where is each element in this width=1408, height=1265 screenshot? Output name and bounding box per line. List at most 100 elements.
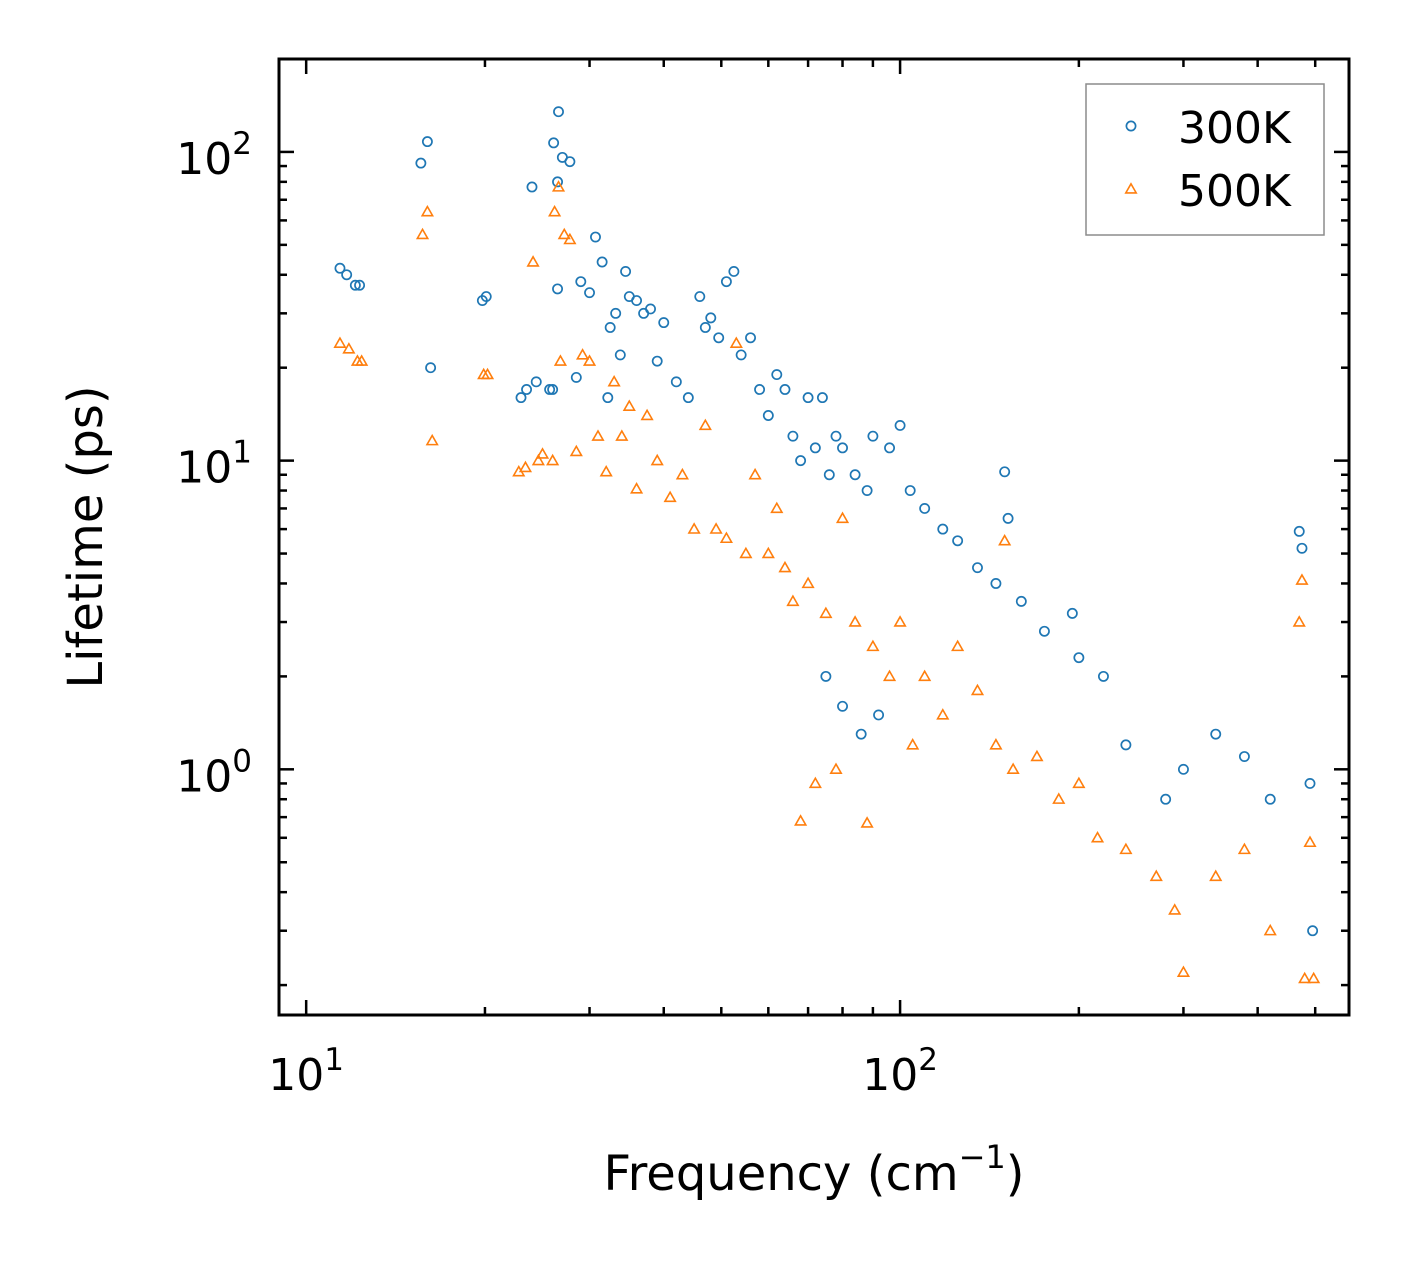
data-point-500K <box>551 180 566 192</box>
data-point-500K <box>531 453 545 466</box>
data-point-500K <box>709 522 723 534</box>
data-point-500K <box>415 227 430 240</box>
data-point-300K <box>754 384 766 395</box>
data-point-500K <box>848 615 862 627</box>
data-point-300K <box>526 181 538 193</box>
data-point-300K <box>745 332 756 344</box>
data-point-300K <box>820 670 832 682</box>
data-point-500K <box>808 776 822 789</box>
data-point-300K <box>596 256 608 268</box>
y-axis-label: Lifetime (ps) <box>58 385 114 688</box>
data-point-500K <box>1307 971 1321 984</box>
data-point-300K <box>1210 728 1222 740</box>
data-point-300K <box>421 136 433 148</box>
data-point-500K <box>819 606 833 619</box>
data-point-300K <box>602 392 614 404</box>
data-point-500K <box>333 336 347 348</box>
data-point-300K <box>728 266 740 277</box>
data-point-500K <box>698 418 712 431</box>
data-point-300K <box>682 392 694 404</box>
data-point-500K <box>1006 762 1020 775</box>
data-point-300K <box>837 700 848 712</box>
y-tick-label-100: 102 <box>176 126 252 185</box>
data-point-300K <box>604 322 616 333</box>
data-point-500K <box>729 336 743 348</box>
legend-marker-500k <box>1124 182 1138 194</box>
legend-label-500k: 500K <box>1178 166 1292 217</box>
data-point-500K <box>355 354 369 366</box>
data-point-300K <box>1264 793 1276 805</box>
data-point-300K <box>1097 670 1109 682</box>
data-point-500K <box>951 639 965 652</box>
data-point-300K <box>1304 777 1316 789</box>
data-point-500K <box>615 429 629 441</box>
data-point-500K <box>1119 842 1133 855</box>
data-point-500K <box>970 683 985 696</box>
data-point-300K <box>823 469 835 481</box>
data-point-500K <box>582 354 597 366</box>
data-point-500K <box>835 511 850 524</box>
legend-box <box>1085 83 1325 236</box>
data-point-300K <box>1120 739 1132 751</box>
data-point-300K <box>779 384 791 395</box>
data-point-500K <box>546 453 560 466</box>
data-point-300K <box>713 332 725 344</box>
data-point-300K <box>521 384 533 395</box>
data-point-500K <box>548 204 562 217</box>
data-point-300K <box>349 279 361 291</box>
x-axis-label-main: Frequency (cm <box>603 1146 958 1202</box>
data-point-300K <box>771 369 783 381</box>
data-point-300K <box>1177 763 1189 775</box>
data-point-500K <box>650 453 664 466</box>
data-point-500K <box>1149 869 1163 882</box>
data-point-300K <box>584 287 595 299</box>
data-point-500K <box>569 444 583 457</box>
data-point-300K <box>590 231 601 243</box>
data-point-300K <box>480 291 492 303</box>
data-point-500K <box>1209 869 1223 882</box>
data-point-300K <box>1073 652 1085 664</box>
data-point-500K <box>1176 965 1191 978</box>
series-300K <box>334 106 1319 937</box>
data-point-300K <box>837 442 848 454</box>
data-point-500K <box>480 367 495 380</box>
y-tick-label-1: 100 <box>176 743 252 802</box>
data-point-500K <box>1052 792 1066 804</box>
data-point-300K <box>972 562 983 574</box>
series-500K <box>333 180 1321 984</box>
data-point-300K <box>1015 595 1027 607</box>
data-point-500K <box>1090 830 1105 843</box>
data-point-300K <box>830 430 842 442</box>
data-point-300K <box>610 307 622 319</box>
data-point-300K <box>631 295 643 307</box>
data-point-500K <box>663 490 677 503</box>
data-point-500K <box>1298 971 1312 984</box>
data-point-500K <box>1237 842 1251 855</box>
data-point-500K <box>420 204 434 217</box>
data-point-300K <box>620 266 632 277</box>
scatter-points <box>333 106 1321 984</box>
data-point-300K <box>1038 625 1050 637</box>
data-point-300K <box>670 376 682 388</box>
data-point-300K <box>651 355 663 367</box>
data-point-500K <box>640 408 654 421</box>
data-point-500K <box>786 594 800 607</box>
data-point-300K <box>1307 925 1319 937</box>
data-point-300K <box>658 317 670 329</box>
data-point-500K <box>599 464 613 477</box>
data-point-500K <box>936 708 950 720</box>
data-point-300K <box>1160 793 1172 805</box>
data-point-300K <box>809 442 821 454</box>
data-point-300K <box>547 384 559 395</box>
x-tick-label-100: 102 <box>862 1042 938 1101</box>
data-point-500K <box>719 531 733 544</box>
data-point-500K <box>1168 903 1182 915</box>
data-point-500K <box>342 342 356 354</box>
x-axis-label-end: ) <box>1006 1146 1025 1202</box>
data-point-500K <box>770 501 784 514</box>
data-point-500K <box>989 738 1003 750</box>
data-point-300K <box>645 303 656 315</box>
data-point-500K <box>998 533 1012 546</box>
data-point-300K <box>1296 542 1308 554</box>
